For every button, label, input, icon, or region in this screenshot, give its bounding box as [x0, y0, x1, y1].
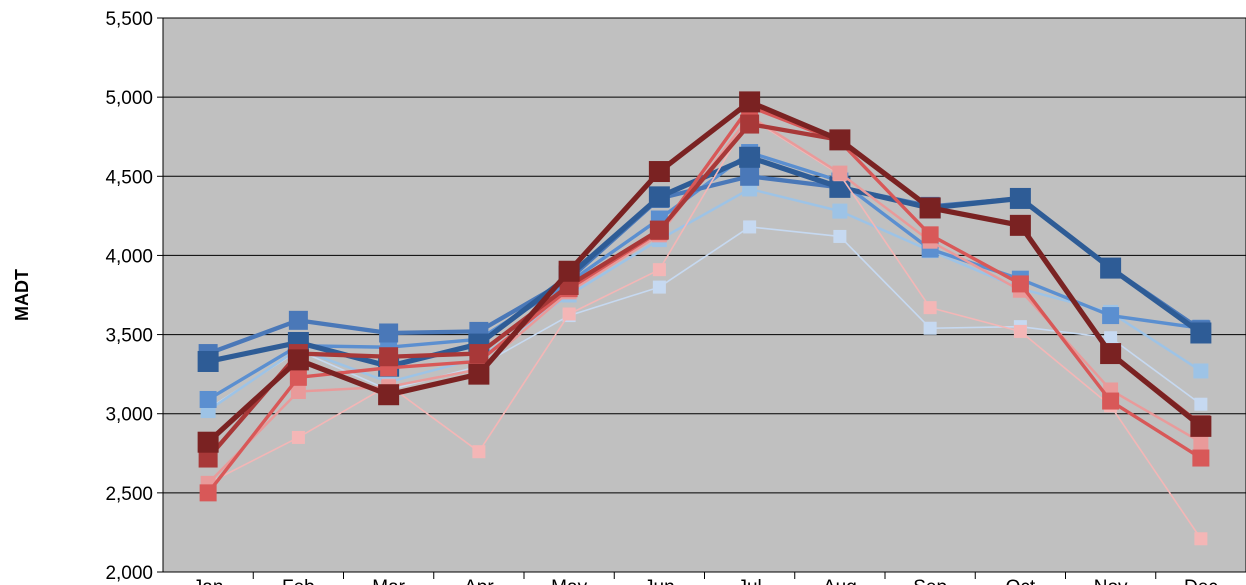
data-point	[469, 344, 489, 364]
x-tick-label: Aug	[823, 577, 857, 585]
data-point	[652, 280, 666, 294]
data-point	[829, 129, 851, 151]
x-tick-label: Mar	[372, 577, 405, 585]
data-point	[919, 197, 941, 219]
data-point	[1100, 257, 1122, 279]
data-point	[740, 166, 760, 186]
data-point	[199, 484, 217, 502]
data-point	[649, 220, 669, 240]
x-tick-label: Apr	[464, 577, 494, 585]
data-point	[379, 323, 399, 343]
data-point	[1011, 275, 1029, 293]
data-point	[197, 431, 219, 453]
y-tick-label: 2,000	[105, 563, 153, 584]
series-10	[197, 91, 1212, 453]
x-tick-label: Sep	[913, 577, 947, 585]
series-line	[207, 226, 1202, 410]
data-point	[921, 226, 939, 244]
data-point	[291, 430, 305, 444]
y-tick-label: 2,500	[105, 484, 153, 505]
x-tick-label: May	[551, 577, 587, 585]
data-point	[923, 301, 937, 315]
data-point	[288, 310, 308, 330]
x-tick-label: Jun	[644, 577, 675, 585]
data-point	[739, 146, 761, 168]
x-tick-label: Feb	[282, 577, 315, 585]
data-point	[743, 220, 757, 234]
x-tick-label: Oct	[1006, 577, 1036, 585]
data-point	[1104, 331, 1118, 345]
data-point	[1193, 434, 1209, 450]
data-point	[197, 350, 219, 372]
data-point	[832, 165, 848, 181]
y-tick-label: 5,000	[105, 88, 153, 109]
x-tick-label: Nov	[1094, 577, 1128, 585]
y-tick-label: 4,500	[105, 167, 153, 188]
data-point	[198, 448, 218, 468]
data-point	[1190, 415, 1212, 437]
series-layer	[197, 91, 1212, 546]
y-tick-label: 3,500	[105, 326, 153, 347]
data-point	[652, 263, 666, 277]
data-point	[378, 384, 400, 406]
data-point	[1009, 214, 1031, 236]
data-point	[1102, 307, 1120, 325]
data-point	[1100, 343, 1122, 365]
plot-area	[163, 18, 1246, 572]
y-axis-ticks: 2,000 2,500 3,000 3,500 4,000 4,500 5,000 5,500	[105, 9, 163, 584]
data-point	[468, 363, 490, 385]
data-point	[1009, 187, 1031, 209]
data-point	[832, 203, 848, 219]
data-point	[199, 390, 217, 408]
y-tick-label: 3,000	[105, 405, 153, 426]
data-point	[740, 114, 760, 134]
data-point	[287, 349, 309, 371]
series-line	[206, 104, 1202, 494]
series-line	[207, 187, 1202, 412]
data-point	[289, 368, 307, 386]
data-point	[1193, 363, 1209, 379]
data-point	[558, 260, 580, 282]
data-point	[923, 321, 937, 335]
data-point	[739, 91, 761, 113]
y-axis-label: MADT	[12, 269, 32, 321]
data-point	[1192, 449, 1210, 467]
x-tick-label: Jan	[193, 577, 224, 585]
data-point	[379, 347, 399, 367]
x-axis-ticks: Jan Feb Mar Apr May Jun Jul Aug Sep Oct Nov Dec	[193, 572, 1218, 585]
data-point	[562, 307, 576, 321]
series-line	[206, 99, 1203, 445]
y-tick-label: 5,500	[105, 9, 153, 30]
data-point	[648, 186, 670, 208]
data-point	[1194, 532, 1208, 546]
y-tick-label: 4,000	[105, 246, 153, 267]
data-point	[833, 229, 847, 243]
x-tick-label: Dec	[1184, 577, 1218, 585]
data-point	[1013, 324, 1027, 338]
x-tick-label: Jul	[737, 577, 761, 585]
plot-border	[162, 17, 1246, 573]
series-line	[207, 116, 1202, 540]
data-point	[1190, 322, 1212, 344]
data-point	[472, 445, 486, 459]
data-point	[1194, 397, 1208, 411]
data-point	[290, 384, 306, 400]
data-point	[648, 161, 670, 183]
data-point	[1102, 392, 1120, 410]
